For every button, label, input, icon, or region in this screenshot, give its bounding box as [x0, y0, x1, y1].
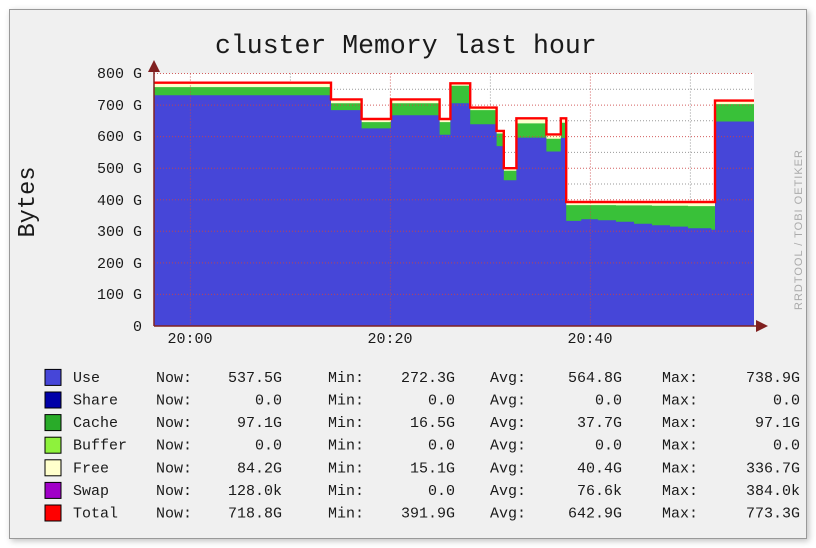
svg-text:0: 0	[133, 319, 142, 336]
svg-text:16.5G: 16.5G	[410, 415, 455, 432]
svg-text:Now:: Now:	[156, 438, 192, 455]
svg-text:Max:: Max:	[662, 370, 698, 387]
svg-text:20:40: 20:40	[567, 331, 612, 348]
svg-text:Now:: Now:	[156, 483, 192, 500]
svg-text:0.0: 0.0	[255, 393, 282, 410]
svg-text:0.0: 0.0	[773, 438, 800, 455]
svg-text:0.0: 0.0	[428, 438, 455, 455]
svg-text:Max:: Max:	[662, 483, 698, 500]
svg-text:Avg:: Avg:	[490, 483, 526, 500]
svg-text:Max:: Max:	[662, 393, 698, 410]
svg-text:Use: Use	[73, 370, 100, 387]
svg-text:Now:: Now:	[156, 460, 192, 477]
svg-text:718.8G: 718.8G	[228, 506, 282, 523]
svg-text:100 G: 100 G	[97, 287, 142, 304]
svg-text:Avg:: Avg:	[490, 393, 526, 410]
svg-text:300 G: 300 G	[97, 224, 142, 241]
svg-text:642.9G: 642.9G	[568, 506, 622, 523]
svg-text:Max:: Max:	[662, 415, 698, 432]
svg-text:20:20: 20:20	[367, 331, 412, 348]
svg-text:Share: Share	[73, 393, 118, 410]
svg-text:773.3G: 773.3G	[746, 506, 800, 523]
svg-text:97.1G: 97.1G	[755, 415, 800, 432]
svg-text:537.5G: 537.5G	[228, 370, 282, 387]
svg-text:84.2G: 84.2G	[237, 460, 282, 477]
svg-text:0.0: 0.0	[595, 438, 622, 455]
svg-text:738.9G: 738.9G	[746, 370, 800, 387]
svg-text:564.8G: 564.8G	[568, 370, 622, 387]
svg-text:0.0: 0.0	[428, 483, 455, 500]
svg-text:0.0: 0.0	[255, 438, 282, 455]
svg-text:0.0: 0.0	[428, 393, 455, 410]
svg-text:Avg:: Avg:	[490, 506, 526, 523]
svg-text:cluster Memory last hour: cluster Memory last hour	[215, 31, 597, 61]
svg-text:15.1G: 15.1G	[410, 460, 455, 477]
svg-text:272.3G: 272.3G	[401, 370, 455, 387]
svg-text:Swap: Swap	[73, 483, 109, 500]
svg-text:97.1G: 97.1G	[237, 415, 282, 432]
svg-text:0.0: 0.0	[595, 393, 622, 410]
svg-text:Bytes: Bytes	[15, 166, 42, 237]
svg-text:Now:: Now:	[156, 415, 192, 432]
svg-text:600 G: 600 G	[97, 129, 142, 146]
svg-text:391.9G: 391.9G	[401, 506, 455, 523]
svg-text:Min:: Min:	[328, 438, 364, 455]
svg-text:Min:: Min:	[328, 370, 364, 387]
svg-text:Min:: Min:	[328, 415, 364, 432]
svg-text:128.0k: 128.0k	[228, 483, 282, 500]
svg-text:0.0: 0.0	[773, 393, 800, 410]
svg-text:800 G: 800 G	[97, 66, 142, 83]
svg-text:Max:: Max:	[662, 506, 698, 523]
svg-text:Min:: Min:	[328, 460, 364, 477]
svg-text:Now:: Now:	[156, 506, 192, 523]
svg-text:Avg:: Avg:	[490, 460, 526, 477]
svg-text:Min:: Min:	[328, 483, 364, 500]
svg-text:Total: Total	[73, 506, 118, 523]
svg-text:Min:: Min:	[328, 506, 364, 523]
svg-text:Avg:: Avg:	[490, 415, 526, 432]
svg-text:200 G: 200 G	[97, 256, 142, 273]
svg-text:40.4G: 40.4G	[577, 460, 622, 477]
svg-text:RRDTOOL / TOBI OETIKER: RRDTOOL / TOBI OETIKER	[793, 149, 805, 310]
svg-text:400 G: 400 G	[97, 193, 142, 210]
svg-text:37.7G: 37.7G	[577, 415, 622, 432]
svg-text:Min:: Min:	[328, 393, 364, 410]
svg-text:Now:: Now:	[156, 393, 192, 410]
svg-text:384.0k: 384.0k	[746, 483, 800, 500]
svg-text:336.7G: 336.7G	[746, 460, 800, 477]
svg-text:20:00: 20:00	[167, 331, 212, 348]
svg-text:500 G: 500 G	[97, 161, 142, 178]
svg-text:Buffer: Buffer	[73, 438, 127, 455]
svg-text:Now:: Now:	[156, 370, 192, 387]
svg-text:700 G: 700 G	[97, 98, 142, 115]
svg-text:Cache: Cache	[73, 415, 118, 432]
svg-text:Avg:: Avg:	[490, 438, 526, 455]
svg-text:Max:: Max:	[662, 438, 698, 455]
svg-text:Max:: Max:	[662, 460, 698, 477]
svg-text:76.6k: 76.6k	[577, 483, 622, 500]
svg-text:Free: Free	[73, 460, 109, 477]
svg-text:Avg:: Avg:	[490, 370, 526, 387]
